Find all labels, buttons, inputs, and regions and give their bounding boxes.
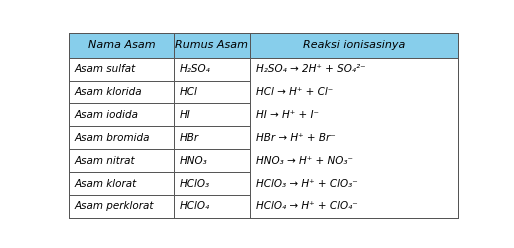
Bar xyxy=(174,172,250,195)
Bar xyxy=(69,58,174,81)
Text: HCl: HCl xyxy=(180,87,198,97)
Text: HBr → H⁺ + Br⁻: HBr → H⁺ + Br⁻ xyxy=(255,133,336,143)
Text: Asam sulfat: Asam sulfat xyxy=(75,64,136,74)
Bar xyxy=(69,81,174,103)
Bar xyxy=(250,58,458,218)
Bar xyxy=(174,149,250,172)
Text: Asam nitrat: Asam nitrat xyxy=(75,156,136,166)
Bar xyxy=(174,195,250,218)
Text: Asam klorat: Asam klorat xyxy=(75,179,137,188)
Text: HNO₃ → H⁺ + NO₃⁻: HNO₃ → H⁺ + NO₃⁻ xyxy=(255,156,353,166)
Bar xyxy=(69,126,174,149)
Text: HBr: HBr xyxy=(180,133,199,143)
Bar xyxy=(69,103,174,126)
Text: HClO₃ → H⁺ + ClO₃⁻: HClO₃ → H⁺ + ClO₃⁻ xyxy=(255,179,357,188)
Text: HClO₄: HClO₄ xyxy=(180,201,210,211)
Bar xyxy=(174,81,250,103)
Text: Asam iodida: Asam iodida xyxy=(75,110,139,120)
Bar xyxy=(69,195,174,218)
Text: H₂SO₄: H₂SO₄ xyxy=(180,64,211,74)
Bar xyxy=(69,33,174,58)
Bar xyxy=(174,58,250,81)
Text: HNO₃: HNO₃ xyxy=(180,156,208,166)
Bar xyxy=(250,33,458,58)
Text: Asam bromida: Asam bromida xyxy=(75,133,151,143)
Text: Asam klorida: Asam klorida xyxy=(75,87,142,97)
Text: HClO₃: HClO₃ xyxy=(180,179,210,188)
Text: Reaksi ionisasinya: Reaksi ionisasinya xyxy=(303,40,405,50)
Text: H₂SO₄ → 2H⁺ + SO₄²⁻: H₂SO₄ → 2H⁺ + SO₄²⁻ xyxy=(255,64,365,74)
Bar xyxy=(174,33,250,58)
Bar xyxy=(69,149,174,172)
Text: HI: HI xyxy=(180,110,191,120)
Text: Asam perklorat: Asam perklorat xyxy=(75,201,154,211)
Text: HI → H⁺ + I⁻: HI → H⁺ + I⁻ xyxy=(255,110,319,120)
Text: Nama Asam: Nama Asam xyxy=(88,40,155,50)
Bar xyxy=(174,126,250,149)
Bar xyxy=(174,103,250,126)
Text: Rumus Asam: Rumus Asam xyxy=(175,40,248,50)
Bar xyxy=(69,172,174,195)
Text: HClO₄ → H⁺ + ClO₄⁻: HClO₄ → H⁺ + ClO₄⁻ xyxy=(255,201,357,211)
Text: HCl → H⁺ + Cl⁻: HCl → H⁺ + Cl⁻ xyxy=(255,87,333,97)
